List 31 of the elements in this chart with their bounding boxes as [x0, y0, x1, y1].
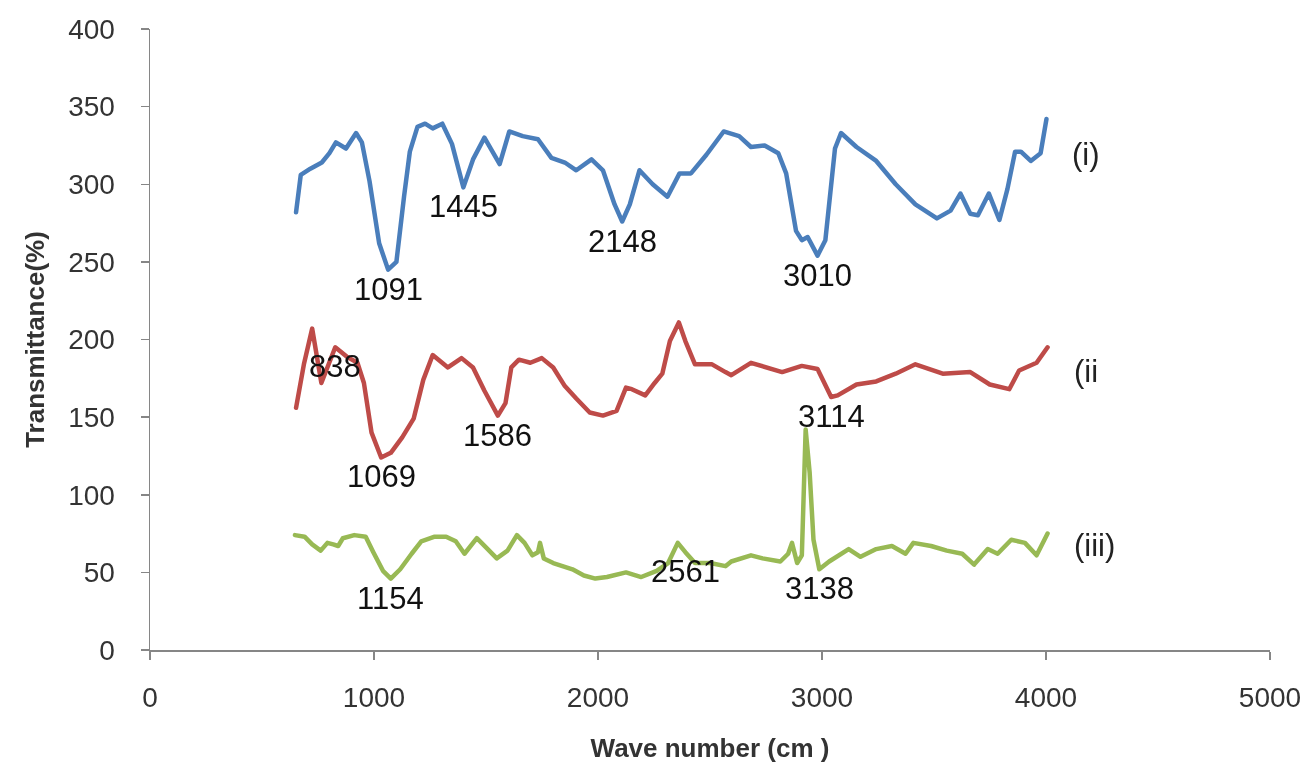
annotation: 3114: [798, 399, 865, 434]
y-tick-label: 100: [68, 479, 115, 511]
x-axis-title: Wave number (cm ): [590, 732, 830, 763]
annotation: 1586: [463, 418, 532, 453]
y-tick-label: 350: [68, 91, 115, 123]
annotation: 1069: [347, 459, 416, 494]
y-axis-title: Transmittance(%): [19, 231, 50, 448]
annotation: 1445: [429, 189, 498, 224]
series-label: (ii: [1074, 354, 1099, 389]
annotation: 2561: [651, 554, 720, 589]
annotation: 1091: [354, 272, 423, 307]
series-label: (i): [1072, 137, 1100, 172]
y-tick-label: 200: [68, 324, 115, 356]
x-tick-label: 3000: [790, 682, 854, 714]
x-tick-label: 5000: [1238, 682, 1302, 714]
x-tick-label: 0: [142, 682, 158, 714]
annotation: 2148: [588, 224, 657, 259]
annotation: 1154: [357, 581, 424, 616]
x-tick-label: 1000: [342, 682, 406, 714]
y-tick-label: 50: [83, 557, 115, 589]
series-label: (iii): [1074, 528, 1116, 563]
x-tick-label: 2000: [566, 682, 630, 714]
y-tick-label: 400: [68, 13, 115, 45]
annotation: 3010: [783, 258, 852, 293]
line-series: [293, 320, 1050, 460]
y-tick-label: 150: [68, 401, 115, 433]
y-tick-label: 0: [99, 634, 115, 666]
annotation: 3138: [785, 571, 854, 606]
x-tick-label: 4000: [1014, 682, 1078, 714]
y-tick-label: 250: [68, 246, 115, 278]
y-tick-label: 300: [68, 169, 115, 201]
